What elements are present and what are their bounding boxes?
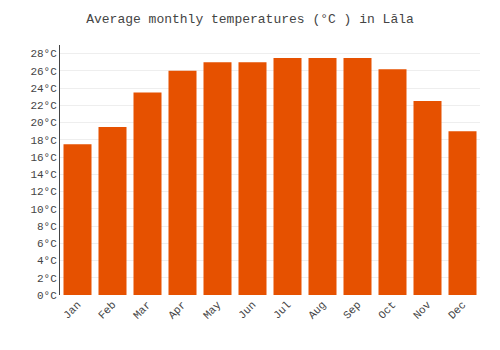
svg-text:22°C: 22°C — [30, 100, 57, 112]
svg-text:4°C: 4°C — [37, 255, 57, 267]
svg-text:Oct: Oct — [376, 299, 398, 321]
svg-text:0°C: 0°C — [37, 290, 57, 302]
svg-text:Jan: Jan — [61, 299, 83, 321]
svg-text:6°C: 6°C — [37, 238, 57, 250]
svg-text:Average monthly temperatures (: Average monthly temperatures (°C ) in Lā… — [86, 12, 414, 27]
svg-text:Jul: Jul — [271, 299, 293, 321]
svg-text:10°C: 10°C — [30, 204, 57, 216]
svg-text:16°C: 16°C — [30, 152, 57, 164]
svg-text:May: May — [201, 299, 224, 322]
svg-text:2°C: 2°C — [37, 273, 57, 285]
svg-text:Aug: Aug — [306, 299, 328, 321]
svg-text:26°C: 26°C — [30, 66, 57, 78]
svg-text:8°C: 8°C — [37, 221, 57, 233]
svg-text:28°C: 28°C — [30, 48, 57, 60]
svg-text:12°C: 12°C — [30, 186, 57, 198]
svg-text:Feb: Feb — [96, 299, 118, 321]
svg-text:Dec: Dec — [446, 299, 468, 321]
svg-text:Sep: Sep — [341, 299, 363, 321]
svg-text:24°C: 24°C — [30, 83, 57, 95]
svg-text:Mar: Mar — [131, 299, 153, 321]
svg-text:Jun: Jun — [236, 299, 258, 321]
svg-text:Apr: Apr — [166, 299, 188, 321]
svg-text:Nov: Nov — [411, 299, 434, 322]
svg-text:14°C: 14°C — [30, 169, 57, 181]
svg-text:18°C: 18°C — [30, 135, 57, 147]
svg-text:20°C: 20°C — [30, 117, 57, 129]
